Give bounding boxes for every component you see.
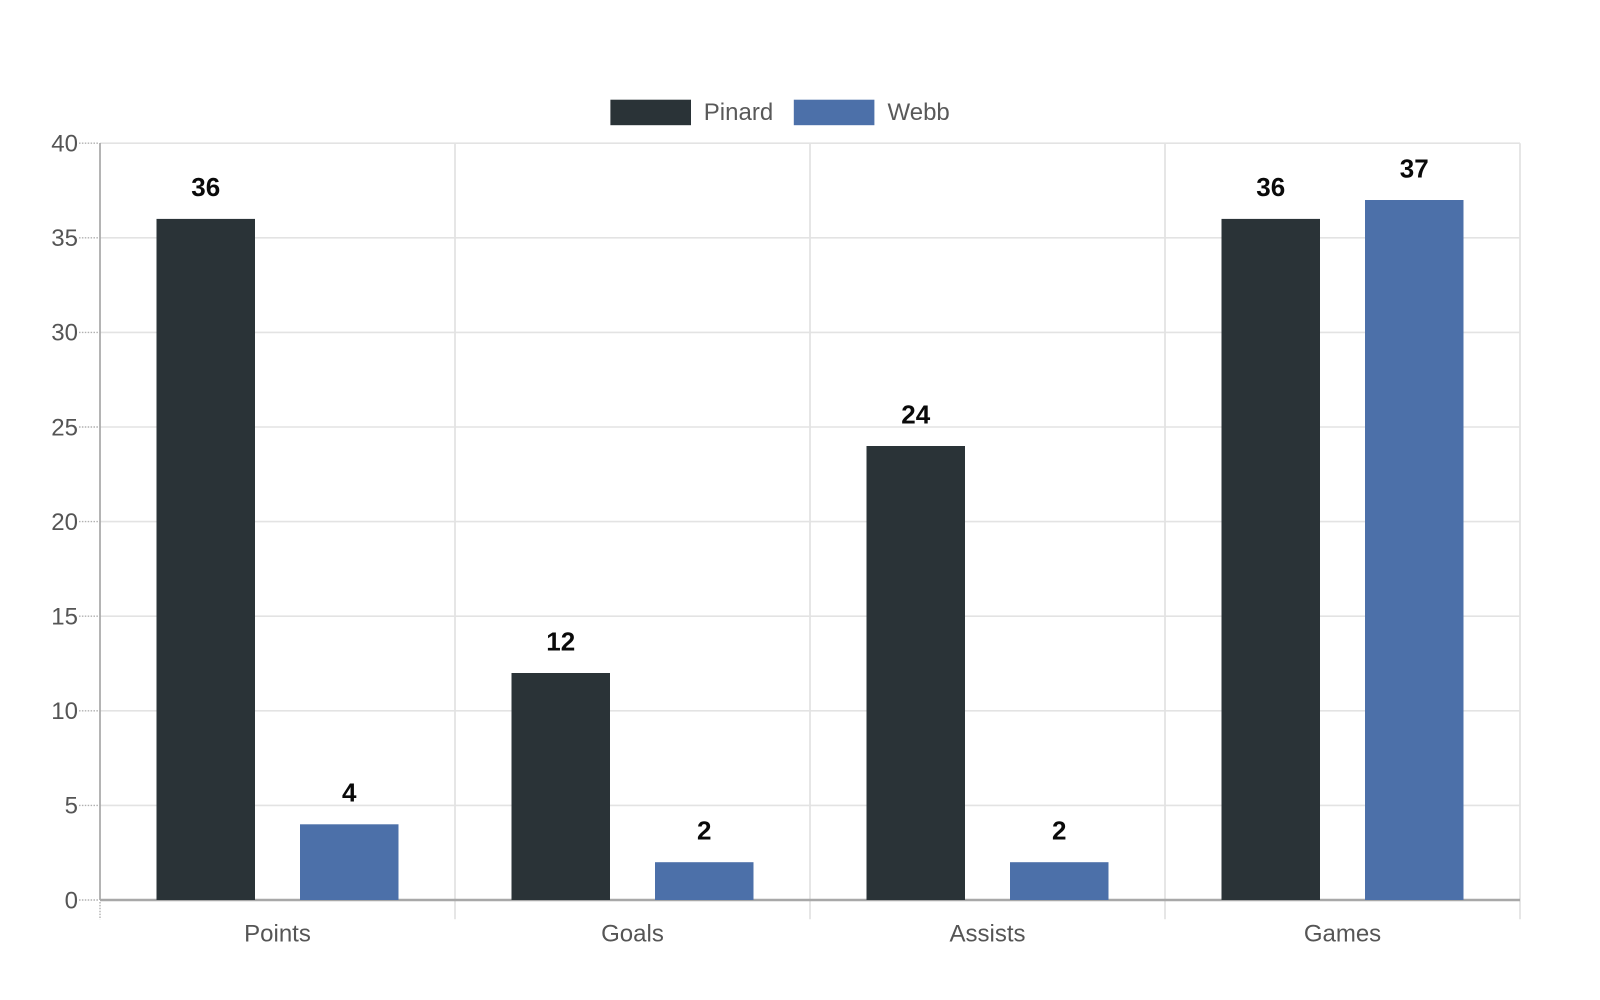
svg-text:Points: Points bbox=[244, 921, 311, 948]
svg-text:Webb: Webb bbox=[888, 99, 950, 126]
svg-text:12: 12 bbox=[546, 626, 575, 656]
svg-text:37: 37 bbox=[1400, 153, 1429, 183]
svg-text:24: 24 bbox=[901, 399, 930, 429]
svg-text:36: 36 bbox=[191, 172, 220, 202]
svg-text:2: 2 bbox=[697, 816, 711, 846]
svg-text:20: 20 bbox=[51, 509, 78, 536]
svg-text:25: 25 bbox=[51, 414, 78, 441]
svg-text:40: 40 bbox=[51, 131, 78, 158]
svg-text:Games: Games bbox=[1304, 921, 1381, 948]
svg-text:5: 5 bbox=[65, 793, 78, 820]
svg-text:2: 2 bbox=[1052, 816, 1066, 846]
svg-text:15: 15 bbox=[51, 604, 78, 631]
svg-text:4: 4 bbox=[342, 778, 357, 808]
svg-text:10: 10 bbox=[51, 698, 78, 725]
svg-text:Goals: Goals bbox=[601, 921, 664, 948]
svg-text:30: 30 bbox=[51, 320, 78, 347]
svg-text:35: 35 bbox=[51, 225, 78, 252]
svg-text:Assists: Assists bbox=[949, 921, 1025, 948]
svg-text:0: 0 bbox=[65, 887, 78, 914]
svg-text:36: 36 bbox=[1256, 172, 1285, 202]
svg-text:Pinard: Pinard bbox=[704, 99, 773, 126]
